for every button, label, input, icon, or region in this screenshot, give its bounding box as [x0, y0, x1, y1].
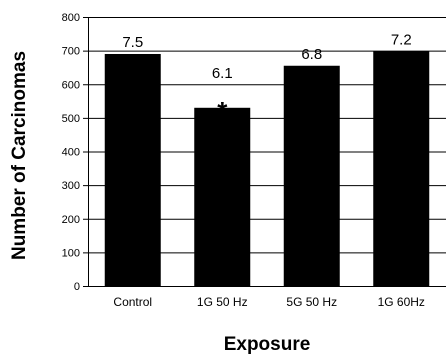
y-tick-label: 700: [62, 46, 80, 58]
data-label: 6.8: [301, 46, 322, 63]
x-tick-label: 1G 60Hz: [378, 295, 425, 309]
data-label: 7.5: [122, 34, 143, 51]
x-tick-label: 5G 50 Hz: [286, 295, 337, 309]
bar-3: [373, 51, 430, 286]
y-tick-label: 100: [62, 247, 80, 259]
y-axis-title: Number of Carcinomas: [9, 51, 30, 260]
annotations: *: [217, 96, 228, 126]
y-tick-labels: 0 100 200 300 400 500 600 700 800: [62, 12, 88, 293]
y-tick-label: 800: [62, 12, 80, 24]
bars: [104, 51, 430, 286]
bar-1: [194, 107, 251, 286]
data-label: 7.2: [391, 31, 412, 48]
data-label: 6.1: [212, 65, 233, 82]
y-tick-label: 0: [74, 281, 80, 293]
y-tick-label: 400: [62, 147, 80, 159]
y-tick-label: 500: [62, 113, 80, 125]
bar-2: [283, 65, 340, 286]
data-labels: 7.5 6.1 6.8 7.2: [122, 31, 411, 81]
x-tick-label: 1G 50 Hz: [197, 295, 248, 309]
significance-marker: *: [217, 96, 228, 126]
y-tick-label: 200: [62, 214, 80, 226]
x-axis-title: Exposure: [224, 334, 311, 355]
y-tick-label: 300: [62, 180, 80, 192]
x-tick-label: Control: [113, 295, 152, 309]
x-tick-labels: Control 1G 50 Hz 5G 50 Hz 1G 60Hz: [113, 295, 425, 309]
bar-0: [104, 53, 161, 286]
y-tick-label: 600: [62, 79, 80, 91]
